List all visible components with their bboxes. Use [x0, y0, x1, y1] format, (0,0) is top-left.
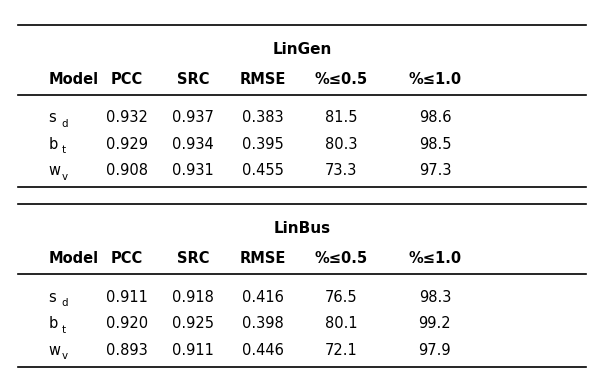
- Text: t: t: [62, 325, 66, 335]
- Text: 98.3: 98.3: [419, 290, 451, 305]
- Text: 0.920: 0.920: [106, 316, 148, 331]
- Text: 0.925: 0.925: [172, 316, 214, 331]
- Text: SRC: SRC: [177, 251, 210, 266]
- Text: PCC: PCC: [111, 72, 143, 87]
- Text: PCC: PCC: [111, 251, 143, 266]
- Text: LinGen: LinGen: [272, 42, 332, 57]
- Text: 76.5: 76.5: [325, 290, 358, 305]
- Text: 73.3: 73.3: [325, 163, 358, 178]
- Text: 81.5: 81.5: [325, 110, 358, 125]
- Text: t: t: [62, 146, 66, 155]
- Text: b: b: [48, 137, 57, 152]
- Text: 80.1: 80.1: [325, 316, 358, 331]
- Text: SRC: SRC: [177, 72, 210, 87]
- Text: 98.6: 98.6: [419, 110, 451, 125]
- Text: 0.446: 0.446: [242, 342, 284, 358]
- Text: 0.893: 0.893: [106, 342, 148, 358]
- Text: Model: Model: [48, 72, 98, 87]
- Text: 98.5: 98.5: [419, 137, 451, 152]
- Text: 0.395: 0.395: [242, 137, 284, 152]
- Text: b: b: [48, 316, 57, 331]
- Text: 0.929: 0.929: [106, 137, 148, 152]
- Text: 0.932: 0.932: [106, 110, 148, 125]
- Text: RMSE: RMSE: [240, 251, 286, 266]
- Text: d: d: [62, 298, 68, 308]
- Text: 0.931: 0.931: [172, 163, 214, 178]
- Text: v: v: [62, 351, 68, 361]
- Text: Figure 3 ...: Figure 3 ...: [259, 2, 345, 17]
- Text: w: w: [48, 342, 60, 358]
- Text: 0.934: 0.934: [172, 137, 214, 152]
- Text: 0.908: 0.908: [106, 163, 148, 178]
- Text: 0.455: 0.455: [242, 163, 284, 178]
- Text: 99.2: 99.2: [419, 316, 451, 331]
- Text: v: v: [62, 172, 68, 182]
- Text: 0.416: 0.416: [242, 290, 284, 305]
- Text: %≤1.0: %≤1.0: [408, 251, 461, 266]
- Text: s: s: [48, 290, 56, 305]
- Text: LinBus: LinBus: [274, 221, 330, 236]
- Text: w: w: [48, 163, 60, 178]
- Text: %≤0.5: %≤0.5: [315, 72, 368, 87]
- Text: 72.1: 72.1: [325, 342, 358, 358]
- Text: %≤1.0: %≤1.0: [408, 72, 461, 87]
- Text: 97.3: 97.3: [419, 163, 451, 178]
- Text: s: s: [48, 110, 56, 125]
- Text: 97.9: 97.9: [419, 342, 451, 358]
- Text: 0.911: 0.911: [172, 342, 214, 358]
- Text: 0.918: 0.918: [172, 290, 214, 305]
- Text: 0.383: 0.383: [242, 110, 283, 125]
- Text: 0.398: 0.398: [242, 316, 284, 331]
- Text: 80.3: 80.3: [325, 137, 358, 152]
- Text: Model: Model: [48, 251, 98, 266]
- Text: 0.937: 0.937: [172, 110, 214, 125]
- Text: d: d: [62, 119, 68, 129]
- Text: RMSE: RMSE: [240, 72, 286, 87]
- Text: %≤0.5: %≤0.5: [315, 251, 368, 266]
- Text: 0.911: 0.911: [106, 290, 148, 305]
